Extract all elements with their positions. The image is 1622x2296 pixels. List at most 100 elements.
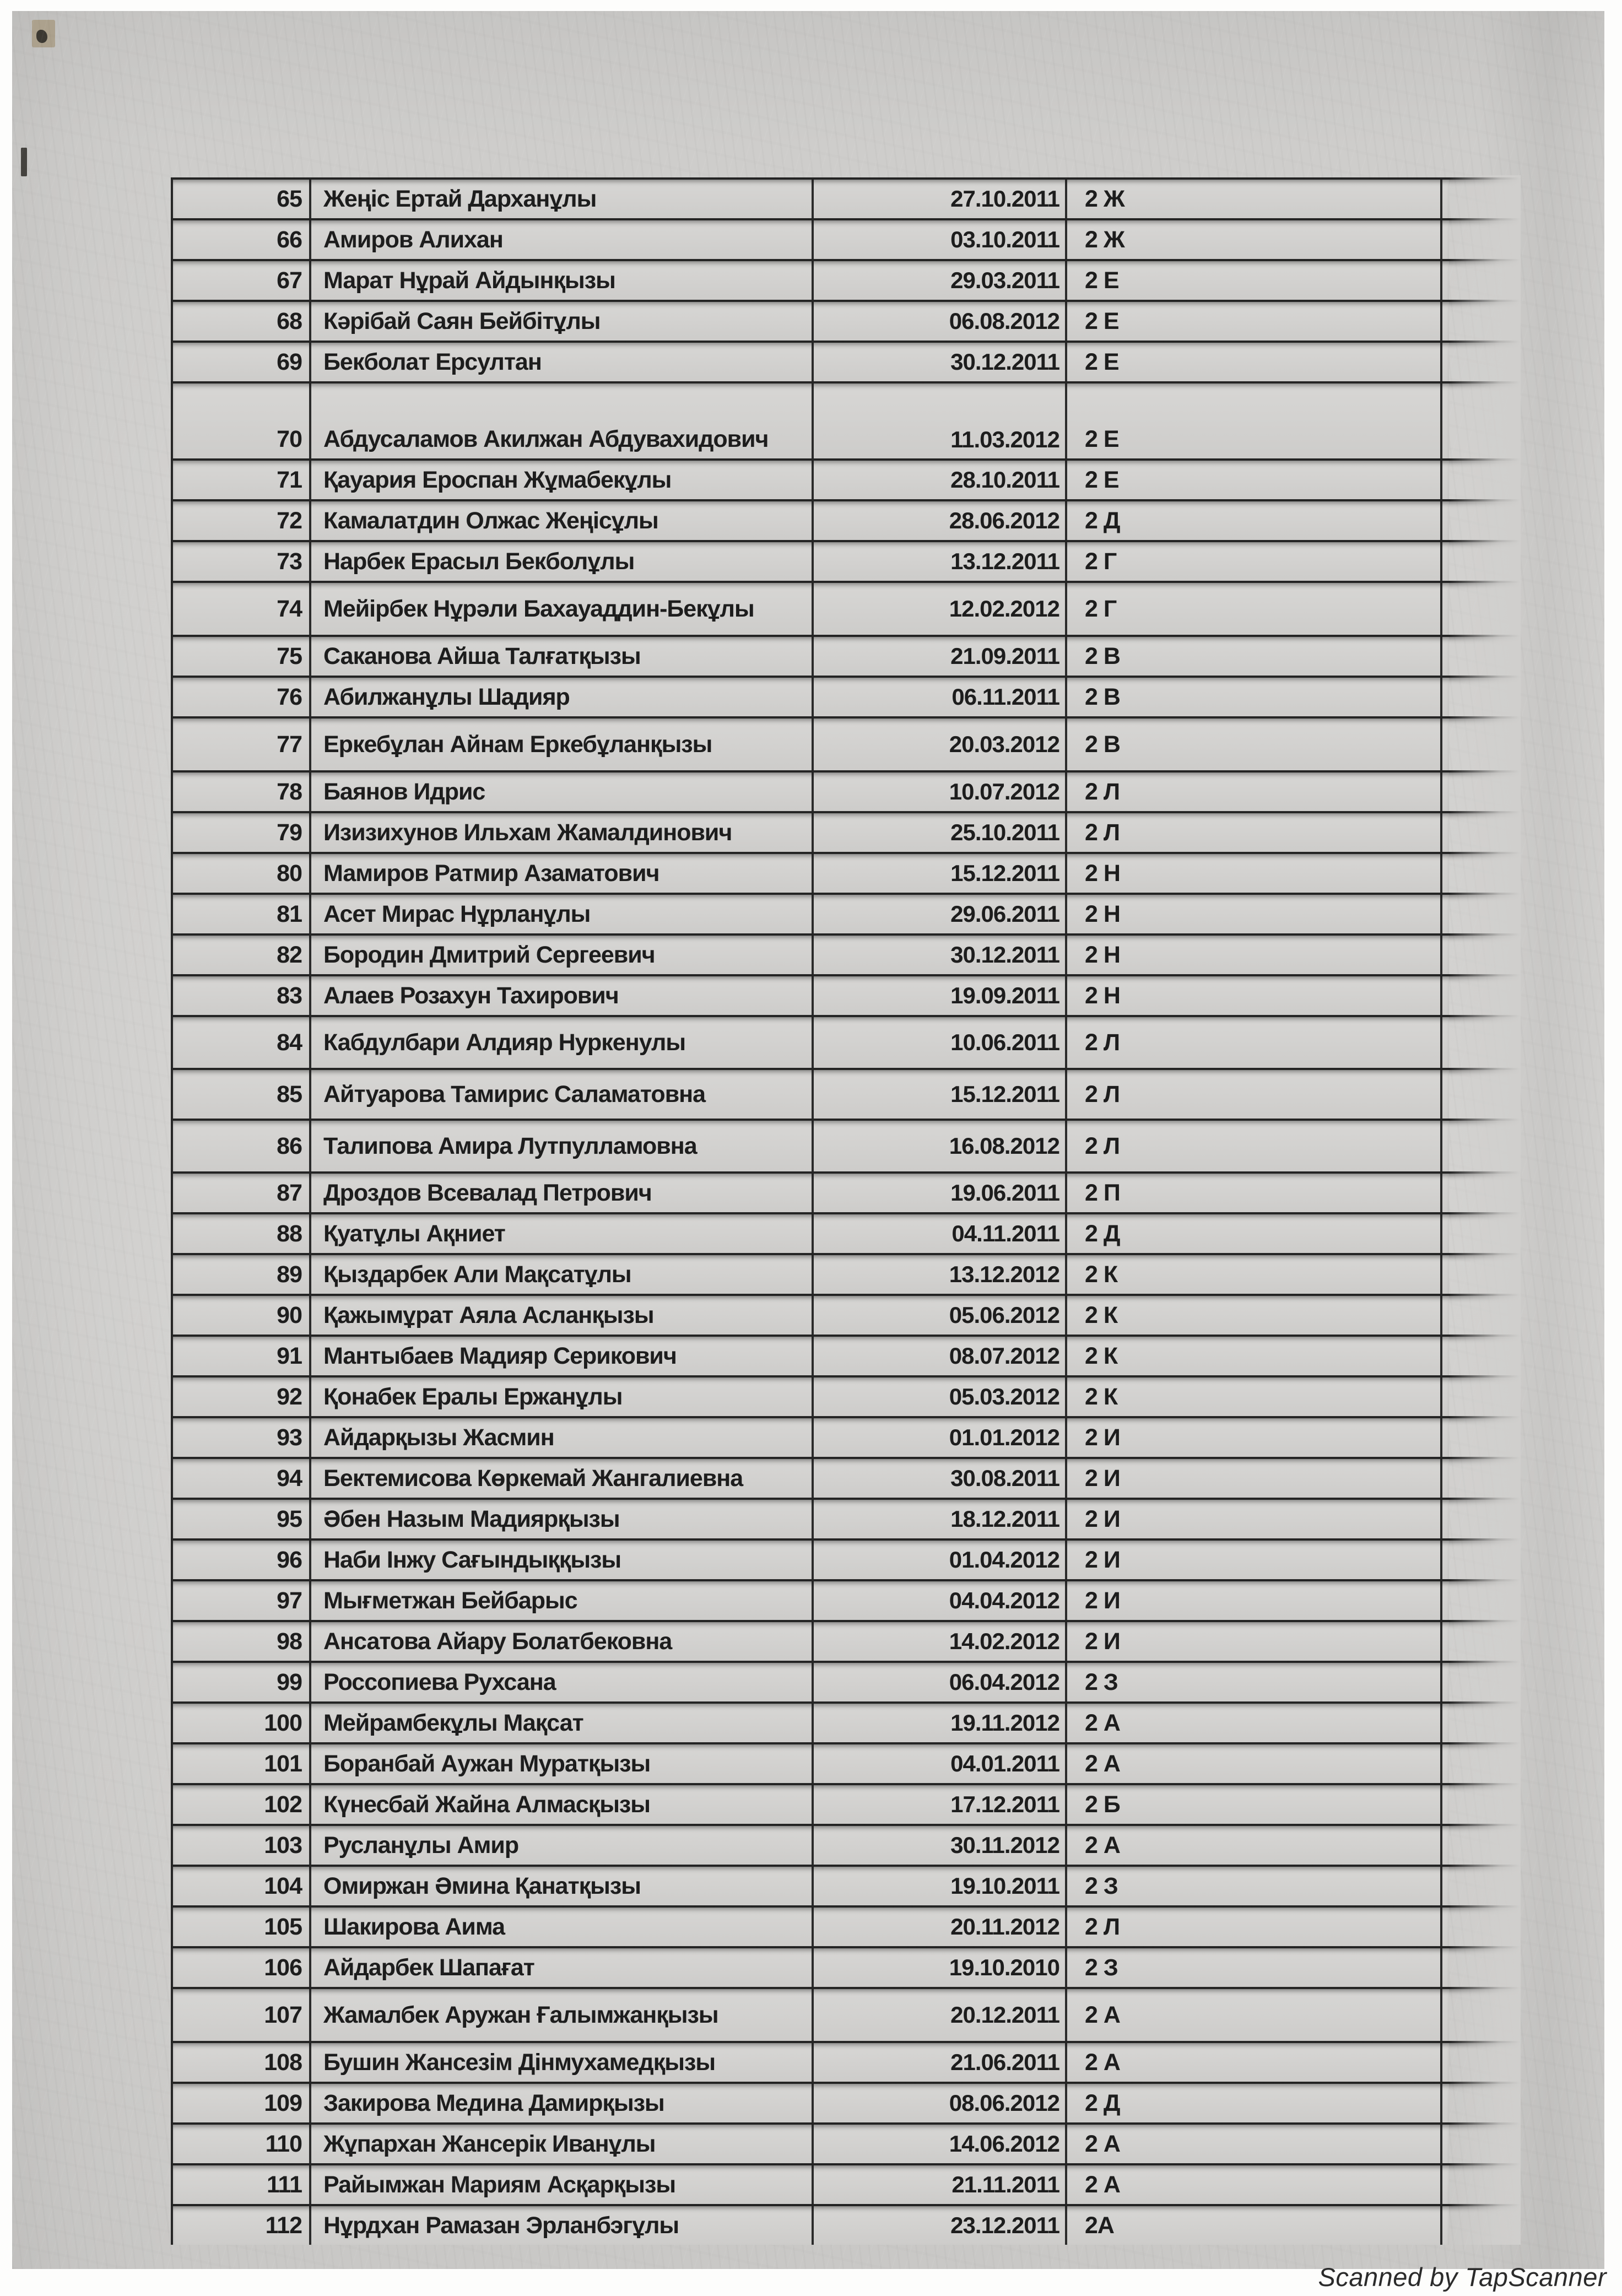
row-number-cell: 98: [173, 1622, 311, 1661]
row-number-cell: 74: [173, 583, 311, 635]
table-row: 77 Еркебұлан Айнам Еркебұланқызы 20.03.2…: [171, 716, 1521, 770]
birth-date-cell: 19.09.2011: [814, 976, 1067, 1015]
row-number-cell: 75: [173, 637, 311, 676]
table-row: 103 Русланұлы Амир 30.11.2012 2 А: [171, 1824, 1521, 1865]
row-number-cell: 82: [173, 936, 311, 974]
class-cell: 2 К: [1067, 1296, 1442, 1335]
student-name-cell: Айтуарова Тамирис Саламатовна: [311, 1070, 814, 1119]
birth-date-cell: 21.11.2011: [814, 2165, 1067, 2204]
table-row-cells: 78 Баянов Идрис 10.07.2012 2 Л: [171, 772, 1449, 811]
table-row: 83 Алаев Розахун Тахирович 19.09.2011 2 …: [171, 974, 1521, 1015]
birth-date-cell: 19.10.2011: [814, 1867, 1067, 1905]
birth-date-cell: 28.10.2011: [814, 461, 1067, 499]
birth-date-cell: 05.06.2012: [814, 1296, 1067, 1335]
birth-date-cell: 04.01.2011: [814, 1744, 1067, 1783]
birth-date-cell: 06.04.2012: [814, 1663, 1067, 1701]
student-name-cell: Шакирова Аима: [311, 1908, 814, 1946]
table-row-cells: 81 Асет Мирас Нұрланұлы 29.06.2011 2 Н: [171, 895, 1449, 933]
table-row-cells: 84 Кабдулбари Алдияр Нуркенулы 10.06.201…: [171, 1017, 1449, 1068]
row-number-cell: 109: [173, 2084, 311, 2122]
row-number-cell: 80: [173, 854, 311, 893]
class-cell: 2 Н: [1067, 895, 1442, 933]
birth-date-cell: 23.12.2011: [814, 2206, 1067, 2245]
birth-date-cell: 18.12.2011: [814, 1500, 1067, 1538]
student-name-cell: Мантыбаев Мадияр Серикович: [311, 1337, 814, 1375]
row-number-cell: 70: [173, 383, 311, 458]
table-row: 102 Күнесбай Жайна Алмасқызы 17.12.2011 …: [171, 1783, 1521, 1824]
table-row: 68 Кәрібай Саян Бейбітұлы 06.08.2012 2 Е: [171, 300, 1521, 341]
birth-date-cell: 08.06.2012: [814, 2084, 1067, 2122]
class-cell: 2 К: [1067, 1255, 1442, 1294]
student-name-cell: Боранбай Аужан Муратқызы: [311, 1744, 814, 1783]
birth-date-cell: 20.03.2012: [814, 718, 1067, 770]
class-cell: 2 Е: [1067, 461, 1442, 499]
birth-date-cell: 13.12.2012: [814, 1255, 1067, 1294]
student-list-table: 65 Жеңіс Ертай Дарханұлы 27.10.2011 2 Ж …: [171, 175, 1521, 2245]
class-cell: 2 Н: [1067, 936, 1442, 974]
table-row-cells: 86 Талипова Амира Лутпулламовна 16.08.20…: [171, 1121, 1449, 1171]
table-row: 109 Закирова Медина Дамирқызы 08.06.2012…: [171, 2082, 1521, 2122]
table-row-cells: 102 Күнесбай Жайна Алмасқызы 17.12.2011 …: [171, 1785, 1449, 1824]
birth-date-cell: 19.11.2012: [814, 1704, 1067, 1742]
table-row: 86 Талипова Амира Лутпулламовна 16.08.20…: [171, 1119, 1521, 1171]
table-row: 98 Ансатова Айару Болатбековна 14.02.201…: [171, 1620, 1521, 1661]
row-number-cell: 105: [173, 1908, 311, 1946]
class-cell: 2 Е: [1067, 302, 1442, 341]
birth-date-cell: 11.03.2012: [814, 383, 1067, 458]
class-cell: 2 В: [1067, 718, 1442, 770]
table-row-cells: 93 Айдарқызы Жасмин 01.01.2012 2 И: [171, 1418, 1449, 1457]
class-cell: 2 И: [1067, 1541, 1442, 1579]
table-row-cells: 87 Дроздов Всевалад Петрович 19.06.2011 …: [171, 1174, 1449, 1212]
table-row-cells: 100 Мейрамбекұлы Мақсат 19.11.2012 2 А: [171, 1704, 1449, 1742]
class-cell: 2 А: [1067, 1744, 1442, 1783]
row-number-cell: 89: [173, 1255, 311, 1294]
birth-date-cell: 08.07.2012: [814, 1337, 1067, 1375]
student-name-cell: Камалатдин Олжас Жеңісұлы: [311, 501, 814, 540]
table-row-cells: 111 Райымжан Мариям Асқарқызы 21.11.2011…: [171, 2165, 1449, 2204]
table-row-cells: 107 Жамалбек Аружан Ғалымжанқызы 20.12.2…: [171, 1989, 1449, 2041]
class-cell: 2 Н: [1067, 854, 1442, 893]
birth-date-cell: 19.10.2010: [814, 1948, 1067, 1987]
class-cell: 2 Л: [1067, 772, 1442, 811]
table-row-cells: 105 Шакирова Аима 20.11.2012 2 Л: [171, 1908, 1449, 1946]
table-row: 91 Мантыбаев Мадияр Серикович 08.07.2012…: [171, 1335, 1521, 1375]
paper-corner-speck: [36, 30, 47, 43]
student-name-cell: Жеңіс Ертай Дарханұлы: [311, 180, 814, 218]
row-number-cell: 87: [173, 1174, 311, 1212]
table-row-cells: 85 Айтуарова Тамирис Саламатовна 15.12.2…: [171, 1070, 1449, 1119]
birth-date-cell: 25.10.2011: [814, 813, 1067, 852]
birth-date-cell: 06.08.2012: [814, 302, 1067, 341]
class-cell: 2 Н: [1067, 976, 1442, 1015]
table-row-cells: 74 Мейірбек Нұрәли Бахауаддин-Бекұлы 12.…: [171, 583, 1449, 635]
table-row: 67 Марат Нұрай Айдынқызы 29.03.2011 2 Е: [171, 259, 1521, 300]
table-row-cells: 112 Нұрдхан Рамазан Эрланбэгұлы 23.12.20…: [171, 2206, 1449, 2245]
student-name-cell: Жұпархан Жансерік Иванұлы: [311, 2125, 814, 2163]
birth-date-cell: 17.12.2011: [814, 1785, 1067, 1824]
row-number-cell: 93: [173, 1418, 311, 1457]
scanner-watermark: Scanned by TapScanner: [1318, 2258, 1607, 2296]
student-name-cell: Қауария Ероспан Жұмабекұлы: [311, 461, 814, 499]
student-name-cell: Күнесбай Жайна Алмасқызы: [311, 1785, 814, 1824]
paper-edge-mark: [21, 148, 27, 176]
table-row: 80 Мамиров Ратмир Азаматович 15.12.2011 …: [171, 852, 1521, 893]
student-name-cell: Нұрдхан Рамазан Эрланбэгұлы: [311, 2206, 814, 2245]
birth-date-cell: 13.12.2011: [814, 542, 1067, 581]
row-number-cell: 102: [173, 1785, 311, 1824]
student-name-cell: Ансатова Айару Болатбековна: [311, 1622, 814, 1661]
row-number-cell: 73: [173, 542, 311, 581]
table-row: 69 Бекболат Ерсултан 30.12.2011 2 Е: [171, 341, 1521, 381]
class-cell: 2 З: [1067, 1663, 1442, 1701]
table-row-cells: 110 Жұпархан Жансерік Иванұлы 14.06.2012…: [171, 2125, 1449, 2163]
student-name-cell: Қажымұрат Аяла Асланқызы: [311, 1296, 814, 1335]
table-row: 85 Айтуарова Тамирис Саламатовна 15.12.2…: [171, 1068, 1521, 1119]
row-number-cell: 99: [173, 1663, 311, 1701]
student-name-cell: Абилжанұлы Шадияр: [311, 678, 814, 716]
table-row: 79 Изизихунов Ильхам Жамалдинович 25.10.…: [171, 811, 1521, 852]
row-number-cell: 100: [173, 1704, 311, 1742]
class-cell: 2 Е: [1067, 261, 1442, 300]
table-row: 99 Россопиева Рухсана 06.04.2012 2 З: [171, 1661, 1521, 1701]
student-name-cell: Райымжан Мариям Асқарқызы: [311, 2165, 814, 2204]
row-number-cell: 90: [173, 1296, 311, 1335]
table-row-cells: 96 Наби Інжу Сағындыққызы 01.04.2012 2 И: [171, 1541, 1449, 1579]
birth-date-cell: 14.06.2012: [814, 2125, 1067, 2163]
